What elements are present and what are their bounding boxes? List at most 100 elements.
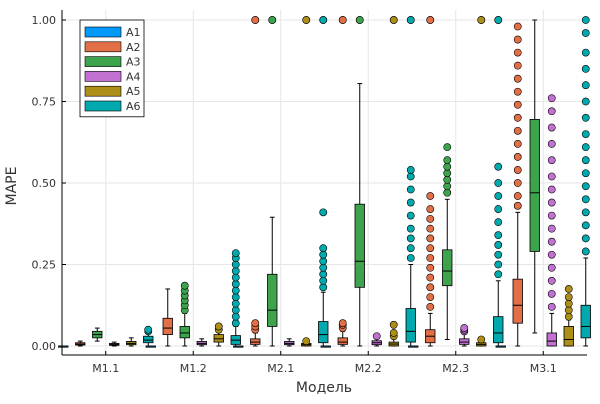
legend-label-A3: A3 [126, 56, 141, 69]
box-A2-M3.1 [512, 22, 523, 347]
outlier-point [581, 143, 590, 152]
legend-swatch-A4 [84, 71, 122, 82]
outlier-point [513, 153, 522, 161]
outlier-point [406, 224, 415, 233]
outlier-point [477, 335, 486, 344]
outlier-point [581, 169, 590, 178]
box-body [529, 119, 540, 252]
outlier-point [426, 283, 435, 292]
outlier-point [389, 329, 398, 337]
outlier-point [426, 254, 435, 262]
outlier-point [372, 332, 381, 341]
outlier-point [214, 322, 223, 331]
outlier-point [547, 302, 556, 311]
outlier-point [547, 156, 556, 165]
outlier-point [513, 100, 522, 109]
outlier-point [355, 16, 364, 24]
outlier-point [319, 270, 328, 279]
box-body [337, 337, 348, 345]
outlier-point [513, 126, 522, 135]
legend-label-A5: A5 [126, 85, 141, 98]
legend-swatch-A3 [84, 56, 122, 67]
outlier-point [547, 263, 556, 272]
box-body [354, 203, 365, 288]
outlier-point [494, 218, 503, 227]
outlier-point [443, 156, 452, 165]
legend-swatch-A5 [84, 85, 122, 97]
box-body [512, 278, 523, 324]
outlier-point [338, 16, 347, 24]
outlier-point [581, 130, 590, 138]
outlier-point [494, 205, 503, 213]
outlier-point [513, 166, 522, 174]
outlier-point [547, 289, 556, 298]
outlier-point [513, 192, 522, 200]
outlier-point [547, 94, 556, 103]
outlier-point [547, 198, 556, 207]
outlier-point [494, 16, 503, 24]
box-A6-M2.2 [405, 16, 416, 347]
outlier-point [389, 16, 398, 24]
legend-swatch-A2 [84, 41, 122, 53]
outlier-point [494, 270, 503, 279]
box-A3-M1.1 [92, 327, 103, 342]
box-A6-M1.2 [230, 249, 241, 347]
outlier-point [581, 97, 590, 106]
box-A6-M1.1 [143, 325, 154, 347]
outlier-point [513, 87, 522, 96]
outlier-point [231, 273, 240, 282]
outlier-point [231, 312, 240, 321]
outlier-point [406, 185, 415, 194]
box-A2-M1.2 [162, 288, 173, 347]
outlier-point [547, 172, 556, 181]
outlier-point [494, 250, 503, 259]
outlier-point [564, 312, 573, 321]
outlier-point [251, 16, 260, 24]
outlier-point [513, 74, 522, 83]
outlier-point [564, 306, 573, 315]
outlier-point [443, 169, 452, 178]
outlier-point [443, 188, 452, 197]
box-body [493, 316, 504, 344]
box-body [546, 332, 557, 347]
plot-area [58, 16, 591, 348]
outlier-point [547, 107, 556, 116]
outlier-point [231, 260, 240, 269]
box-A3-M3.1 [529, 19, 540, 334]
outlier-point [494, 231, 503, 240]
box-body [143, 335, 154, 344]
outlier-point [581, 81, 590, 90]
legend-label-A2: A2 [126, 41, 141, 54]
outlier-point [443, 182, 452, 191]
outlier-point [547, 237, 556, 246]
x-tick-label: M2.3 [442, 362, 469, 375]
outlier-point [231, 293, 240, 301]
outlier-point [513, 201, 522, 210]
outlier-point [180, 281, 189, 290]
legend-label-A1: A1 [126, 26, 141, 39]
box-A5-M1.1 [126, 337, 137, 347]
outlier-point [581, 48, 590, 57]
outlier-point [547, 224, 556, 233]
outlier-point [319, 283, 328, 292]
outlier-point [547, 211, 556, 220]
outlier-point [231, 306, 240, 315]
outlier-point [564, 299, 573, 308]
box-A4-M2.2 [371, 332, 382, 347]
outlier-point [406, 198, 415, 207]
outlier-point [564, 293, 573, 301]
box-body [179, 326, 190, 339]
x-tick-label: M1.2 [180, 362, 207, 375]
box-A6-M3.1 [580, 16, 591, 347]
box-body [563, 326, 574, 347]
box-A3-M1.2 [179, 281, 190, 347]
outlier-point [581, 29, 590, 37]
outlier-point [406, 254, 415, 262]
outlier-point [581, 182, 590, 191]
y-tick-label: 0.75 [32, 96, 57, 109]
outlier-point [426, 214, 435, 223]
outlier-point [426, 273, 435, 282]
outlier-point [406, 172, 415, 181]
